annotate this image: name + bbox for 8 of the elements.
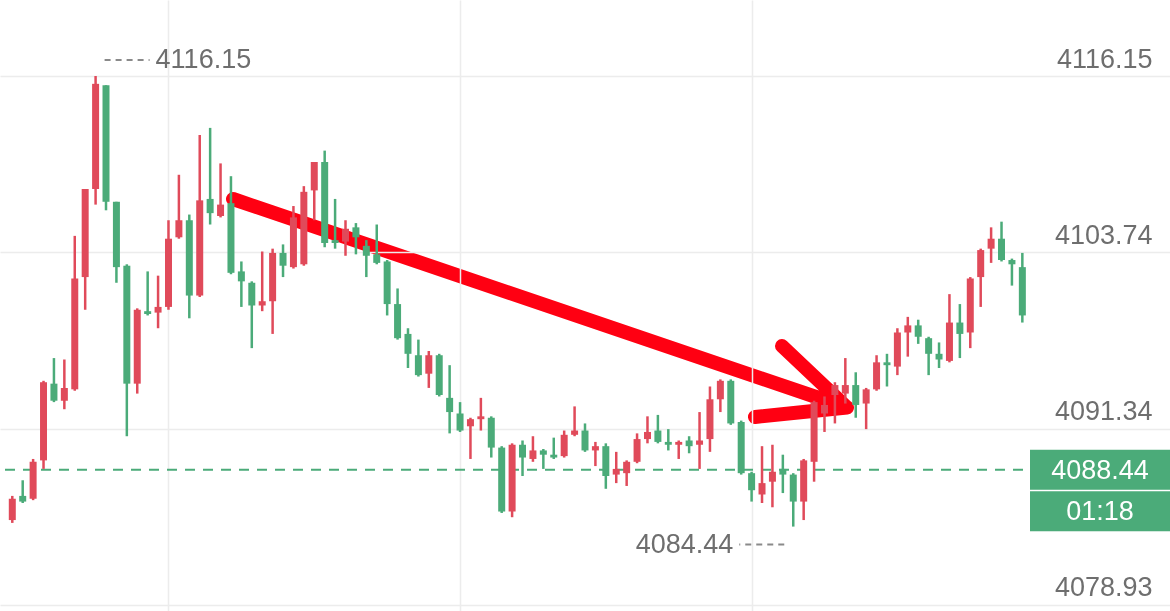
y-tick-label: 4103.74 xyxy=(1054,219,1153,250)
y-tick-label: 4091.34 xyxy=(1054,396,1153,427)
text: 01:18 xyxy=(1066,496,1134,527)
y-tick-label: 4078.93 xyxy=(1054,572,1153,603)
annotation: 4116.15 xyxy=(155,44,252,75)
y-tick-label: 4116.15 xyxy=(1056,43,1153,74)
annotation: 4084.44 xyxy=(635,528,734,559)
ref-line-label: 4088.44 xyxy=(1051,454,1149,485)
